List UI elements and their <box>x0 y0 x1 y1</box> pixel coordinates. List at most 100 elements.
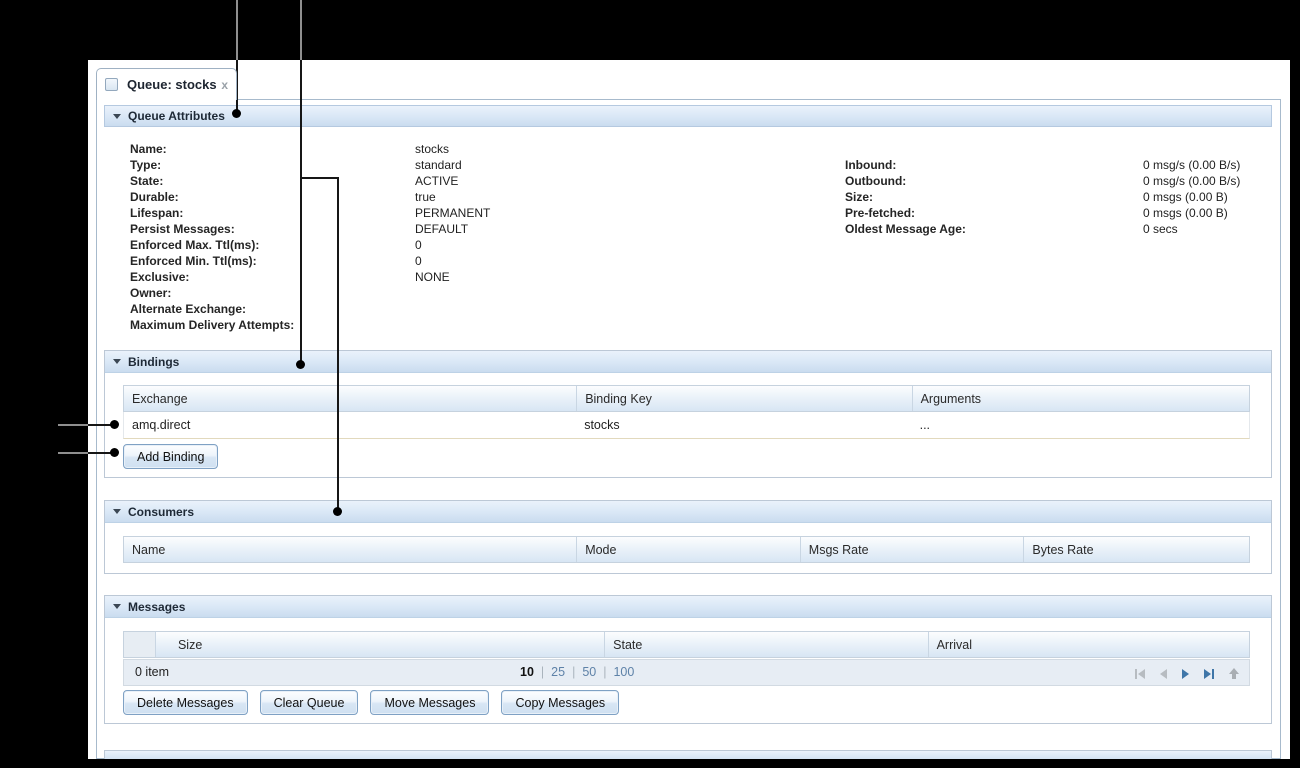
attribute-value: 0 secs <box>1143 222 1178 236</box>
add-binding-button[interactable]: Add Binding <box>123 444 219 469</box>
callout-dot <box>232 109 241 118</box>
attribute-row: Durable: true <box>130 190 436 204</box>
page-size-selector: 10 | 25 | 50 | 100 <box>520 665 634 679</box>
section-title: Queue Attributes <box>128 109 225 123</box>
callout-line <box>300 0 302 60</box>
item-count-label: 0 item <box>135 665 170 679</box>
column-header-state[interactable]: State <box>604 632 927 657</box>
column-header-msgs-rate[interactable]: Msgs Rate <box>799 537 1024 562</box>
app-window: Queue: stocks x Queue Attributes Name: st… <box>88 60 1290 759</box>
consumers-table: Name Mode Msgs Rate Bytes Rate <box>123 536 1250 563</box>
table-row[interactable]: amq.direct stocks ... <box>123 412 1250 439</box>
callout-line <box>300 60 302 365</box>
collapse-arrow-icon <box>113 509 121 514</box>
attribute-row: Persist Messages: DEFAULT <box>130 222 469 236</box>
copy-messages-button[interactable]: Copy Messages <box>501 690 620 715</box>
column-header-arrival[interactable]: Arrival <box>927 632 1249 657</box>
column-header-name[interactable]: Name <box>132 542 166 557</box>
page-size-option-50[interactable]: 50 <box>582 665 597 679</box>
column-header-arguments[interactable]: Arguments <box>911 386 1249 411</box>
page-size-separator: | <box>603 665 607 679</box>
collapse-arrow-icon <box>113 604 121 609</box>
tab-title: Queue: stocks <box>127 77 217 92</box>
attribute-row: State: ACTIVE <box>130 174 459 188</box>
queue-attributes-left: Name: stocks Type: standard State: ACTIVE D… <box>130 141 830 333</box>
callout-line <box>58 452 88 454</box>
bindings-panel: Bindings Exchange Binding Key Arguments … <box>104 350 1272 478</box>
attribute-row: Outbound: 0 msg/s (0.00 B/s) <box>845 174 1241 188</box>
attribute-row: Exclusive: NONE <box>130 270 450 284</box>
attribute-row: Name: stocks <box>130 142 450 156</box>
messages-table-header: Size State Arrival <box>123 631 1250 658</box>
section-header-messages[interactable]: Messages <box>105 596 1271 618</box>
first-page-icon[interactable] <box>1135 668 1145 679</box>
tab-icon <box>105 78 118 91</box>
page-size-option-25[interactable]: 25 <box>551 665 566 679</box>
attribute-row: Owner: <box>130 286 172 300</box>
section-title: Consumers <box>128 504 195 519</box>
collapse-arrow-icon <box>113 113 121 119</box>
attribute-row: Inbound: 0 msg/s (0.00 B/s) <box>845 158 1241 172</box>
callout-line <box>88 452 112 454</box>
consumers-panel: Consumers Name Mode Msgs Rate Bytes Rate <box>104 500 1272 574</box>
attribute-value: DEFAULT <box>415 222 469 236</box>
callout-line <box>88 424 112 426</box>
attribute-value: stocks <box>415 142 450 156</box>
attribute-row: Enforced Min. Ttl(ms): 0 <box>130 254 422 268</box>
attribute-value: true <box>415 190 436 204</box>
attribute-row: Lifespan: PERMANENT <box>130 206 491 220</box>
callout-dot <box>110 420 119 429</box>
bindings-table-header: Exchange Binding Key Arguments <box>123 385 1250 412</box>
section-header-consumers[interactable]: Consumers <box>105 501 1271 523</box>
scroll-top-icon[interactable] <box>1229 668 1239 679</box>
page-size-current[interactable]: 10 <box>520 665 534 679</box>
section-title: Bindings <box>128 354 180 369</box>
section-header-queue-attributes[interactable]: Queue Attributes <box>104 105 1272 127</box>
next-section-partial <box>104 750 1272 759</box>
prev-page-icon[interactable] <box>1160 668 1167 679</box>
attribute-value: NONE <box>415 270 450 284</box>
queue-attributes-right: Inbound: 0 msg/s (0.00 B/s) Outbound: 0 ms… <box>845 157 1285 237</box>
message-actions: Delete Messages Clear Queue Move Message… <box>123 690 620 715</box>
attribute-value: 0 <box>415 238 422 252</box>
messages-panel: Messages Size State Arrival 0 item 10 | … <box>104 595 1272 724</box>
messages-paging-toolbar: 0 item 10 | 25 | 50 | 100 <box>123 659 1250 686</box>
collapse-arrow-icon <box>113 359 121 364</box>
callout-line <box>300 177 339 179</box>
attribute-value: standard <box>415 158 462 172</box>
callout-line <box>337 177 339 512</box>
attribute-value: 0 msgs (0.00 B) <box>1143 190 1228 204</box>
move-messages-button[interactable]: Move Messages <box>370 690 490 715</box>
page-size-option-100[interactable]: 100 <box>613 665 635 679</box>
attribute-row: Type: standard <box>130 158 462 172</box>
attribute-row: Maximum Delivery Attempts: <box>130 318 295 332</box>
exchange-cell: amq.direct <box>132 418 191 432</box>
column-header-binding-key[interactable]: Binding Key <box>576 386 911 411</box>
section-title: Messages <box>128 599 186 614</box>
binding-key-cell: stocks <box>584 418 620 432</box>
callout-dot <box>110 448 119 457</box>
callout-line <box>58 424 88 426</box>
attribute-row: Pre-fetched: 0 msgs (0.00 B) <box>845 206 1228 220</box>
last-page-icon[interactable] <box>1204 668 1214 679</box>
callout-dot <box>333 507 342 516</box>
close-icon[interactable]: x <box>221 77 228 92</box>
column-header-exchange[interactable]: Exchange <box>132 391 188 406</box>
delete-messages-button[interactable]: Delete Messages <box>123 690 248 715</box>
attribute-value: 0 msg/s (0.00 B/s) <box>1143 158 1241 172</box>
tab-queue-stocks[interactable]: Queue: stocks x <box>96 68 237 100</box>
next-page-icon[interactable] <box>1182 668 1189 679</box>
pager-nav <box>1135 660 1239 687</box>
column-header-mode[interactable]: Mode <box>576 537 800 562</box>
column-header-size[interactable]: Size <box>154 632 604 657</box>
column-header-bytes-rate[interactable]: Bytes Rate <box>1023 537 1249 562</box>
callout-dot <box>296 360 305 369</box>
attribute-row: Size: 0 msgs (0.00 B) <box>845 190 1228 204</box>
messages-table: Size State Arrival <box>123 631 1250 658</box>
row-selector-column-header <box>124 632 155 657</box>
arguments-cell[interactable]: ... <box>919 418 931 432</box>
clear-queue-button[interactable]: Clear Queue <box>259 690 359 715</box>
attribute-row: Alternate Exchange: <box>130 302 247 316</box>
bindings-table: Exchange Binding Key Arguments amq.direc… <box>123 385 1250 439</box>
section-header-bindings[interactable]: Bindings <box>105 351 1271 373</box>
